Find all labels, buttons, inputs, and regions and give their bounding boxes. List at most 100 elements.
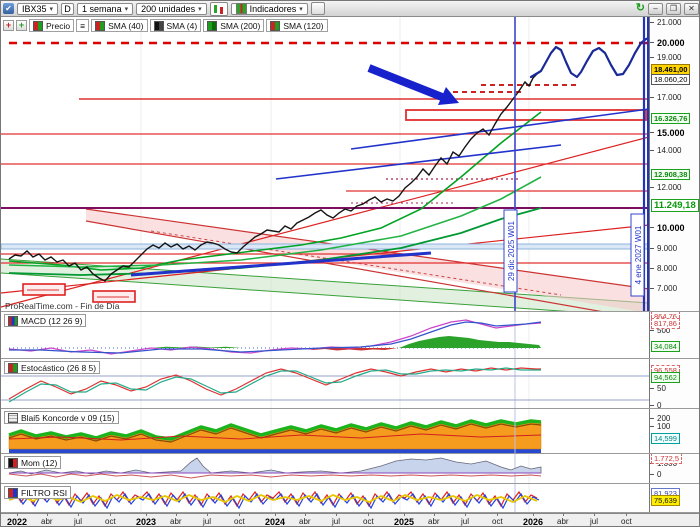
- filtro-rsi-swatch-icon: [8, 487, 18, 498]
- price-level-badge: 12.908,38: [651, 169, 691, 180]
- symbol-dropdown[interactable]: IBX35 ▾: [17, 2, 59, 15]
- chart-area[interactable]: 29 dic 2025 W01 4 ene 2027 W01 ProRealTime…: [1, 17, 649, 526]
- axis-tick: 500: [649, 326, 671, 335]
- units-label: 200 unidades: [141, 3, 196, 14]
- momentum-panel[interactable]: [1, 454, 649, 483]
- sma4-swatch-icon: [153, 20, 164, 31]
- sma4-label: SMA (4): [166, 20, 198, 31]
- koncorde-panel[interactable]: [1, 409, 649, 453]
- panel-separator[interactable]: [1, 358, 699, 359]
- price-level-badge: 14,599: [651, 433, 680, 444]
- price-level-badge: 94,562: [651, 372, 680, 383]
- time-axis[interactable]: 2022 abr jul oct 2023 abr jul oct 2024 abr jul oct 2…: [1, 513, 699, 527]
- axis-tick: 15.000: [650, 128, 685, 138]
- chart-type-icon[interactable]: [209, 1, 228, 16]
- axis-tick: 50: [650, 384, 666, 393]
- price-level-badge: 16.326,76: [651, 113, 691, 124]
- koncorde-brown-line: [8, 423, 542, 443]
- macd-legend-chip[interactable]: MACD (12 26 9): [4, 314, 87, 327]
- filtro-rsi-panel[interactable]: [1, 484, 649, 512]
- rsi-red-line: [8, 490, 538, 508]
- time-axis-month: jul: [461, 513, 470, 526]
- trend-line-red: [1, 136, 649, 308]
- macd-swatch-icon: [8, 315, 18, 326]
- time-axis-month: abr: [557, 513, 569, 526]
- time-axis-month: jul: [332, 513, 341, 526]
- koncorde-legend-chip[interactable]: Blai5 Koncorde v 09 (15): [4, 411, 119, 424]
- blue-arrow: [367, 64, 444, 101]
- list-icon[interactable]: ≡: [76, 19, 90, 32]
- green-channel-line: [1, 272, 569, 311]
- filtro-rsi-legend-chip[interactable]: FILTRO RSI: [4, 486, 72, 499]
- macd-histogram-red: [301, 348, 397, 351]
- refresh-icon[interactable]: ↻: [635, 2, 645, 14]
- main-price-chart[interactable]: 29 dic 2025 W01 4 ene 2027 W01 ProRealTime…: [1, 17, 649, 311]
- close-button[interactable]: ✕: [684, 2, 699, 15]
- timeframe-dropdown[interactable]: 1 semana ▾: [77, 2, 134, 15]
- add-green-button[interactable]: +: [16, 20, 27, 31]
- panel-separator[interactable]: [1, 311, 699, 312]
- rsi-yellow-line: [8, 494, 538, 503]
- time-axis-month: abr: [41, 513, 53, 526]
- time-axis-year: 2025: [394, 513, 415, 527]
- sma40-line: [8, 111, 542, 271]
- axis-tick: 7.000: [649, 284, 678, 293]
- chart-window-body: 29 dic 2025 W01 4 ene 2027 W01 ProRealTime…: [1, 17, 699, 527]
- vline-label-box: [630, 213, 645, 297]
- layout-grid-icon[interactable]: [310, 2, 325, 15]
- main-toolbar: ✔ IBX35 ▾ D 1 semana ▾ 200 unidades ▾ Indic…: [1, 1, 699, 17]
- koncorde-swatch-icon: [8, 412, 18, 423]
- price-line: [8, 70, 542, 282]
- sma120-label: SMA (120): [283, 20, 324, 31]
- mom-area: [8, 457, 542, 475]
- sma40-label: SMA (40): [108, 20, 144, 31]
- chevron-down-icon: ▾: [49, 5, 54, 13]
- price-swatch-icon: [33, 20, 43, 31]
- timeframe-label: 1 semana: [82, 3, 122, 14]
- resistance-box: [405, 109, 647, 121]
- units-dropdown[interactable]: 200 unidades ▾: [136, 2, 207, 15]
- minimize-button[interactable]: –: [648, 2, 663, 15]
- macd-panel[interactable]: [1, 312, 649, 358]
- maximize-button[interactable]: ❐: [666, 2, 681, 15]
- stochastic-legend-chip[interactable]: Estocástico (26 8 5): [4, 361, 101, 374]
- price-axis[interactable]: 21.000 20.000 19.000 17.000 15.000 14.000 12.0…: [649, 17, 699, 526]
- d-button[interactable]: D: [61, 2, 75, 15]
- add-red-button[interactable]: +: [3, 20, 14, 31]
- chevron-down-icon: ▾: [124, 5, 129, 13]
- indicators-dropdown[interactable]: Indicadores ▾: [230, 2, 308, 15]
- chevron-down-icon: ▾: [198, 5, 202, 13]
- panel-separator[interactable]: [1, 512, 699, 513]
- price-level-badge: 18.060,20: [651, 74, 691, 85]
- symbol-label: IBX35: [22, 3, 47, 14]
- panel-separator[interactable]: [1, 408, 699, 409]
- sma4-legend-chip[interactable]: SMA (4): [149, 19, 202, 32]
- trend-line-blue: [275, 144, 562, 180]
- time-axis-month: abr: [170, 513, 182, 526]
- sma120-legend-chip[interactable]: SMA (120): [266, 19, 328, 32]
- momentum-title: Mom (12): [21, 457, 58, 468]
- event-vline-label: 29 dic 2025 W01: [507, 220, 516, 281]
- panel-separator[interactable]: [1, 453, 699, 454]
- sma200-legend-chip[interactable]: SMA (200): [203, 19, 265, 32]
- time-axis-year: 2026: [523, 513, 544, 527]
- stochastic-panel[interactable]: [1, 359, 649, 408]
- price-legend-chip[interactable]: Precio: [29, 19, 75, 32]
- axis-tick: 200: [649, 414, 671, 423]
- list-glyph: ≡: [80, 20, 86, 31]
- panel-separator[interactable]: [1, 483, 699, 484]
- trend-line-blue-thick: [130, 251, 432, 277]
- momentum-legend-chip[interactable]: Mom (12): [4, 456, 62, 469]
- time-axis-year: 2022: [7, 513, 28, 527]
- vline-label-box: [503, 209, 518, 293]
- axis-tick: 0: [649, 401, 662, 410]
- axis-tick: 21.000: [649, 18, 682, 27]
- sma40-legend-chip[interactable]: SMA (40): [91, 19, 148, 32]
- wedge-line-red: [85, 220, 602, 311]
- future-vline-label: 4 ene 2027 W01: [634, 225, 643, 284]
- axis-tick: 19.000: [649, 53, 682, 62]
- time-axis-year: 2024: [265, 513, 286, 527]
- axis-tick: 10.000: [650, 223, 685, 233]
- time-axis-month: oct: [492, 513, 503, 526]
- stochastic-swatch-icon: [8, 362, 18, 373]
